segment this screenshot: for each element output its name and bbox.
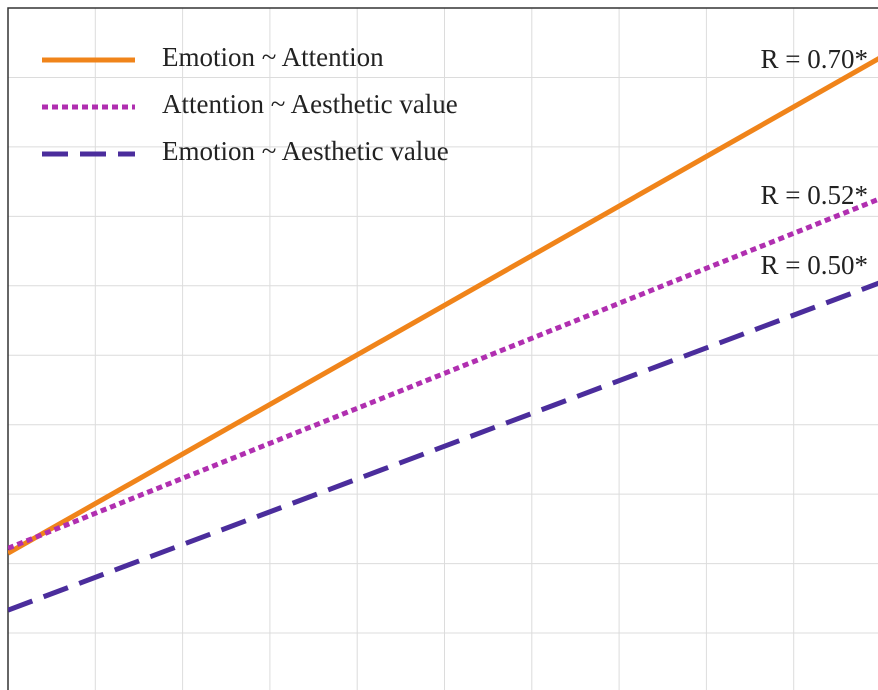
r-annotation: R = 0.50*	[761, 250, 869, 280]
r-annotation: R = 0.70*	[761, 44, 869, 74]
series-line	[8, 280, 878, 613]
legend-label: Emotion ~ Aesthetic value	[162, 136, 449, 166]
r-annotation: R = 0.52*	[761, 180, 869, 210]
legend-label: Attention ~ Aesthetic value	[162, 89, 458, 119]
series-line	[8, 56, 878, 556]
plot-frame	[7, 7, 878, 690]
legend-label: Emotion ~ Attention	[162, 42, 384, 72]
series-line	[8, 196, 878, 551]
plot-area	[8, 56, 878, 613]
